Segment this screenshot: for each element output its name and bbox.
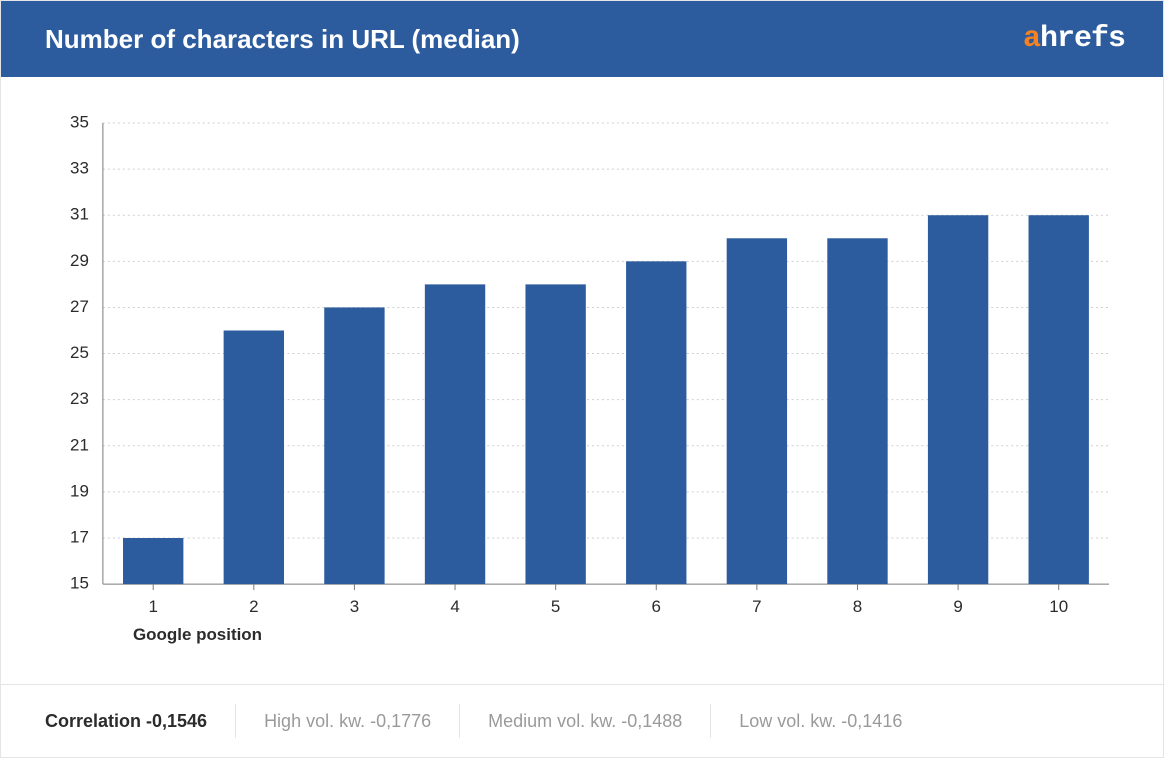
svg-text:7: 7 bbox=[752, 598, 761, 617]
bar bbox=[525, 285, 585, 585]
svg-text:9: 9 bbox=[953, 598, 962, 617]
svg-text:27: 27 bbox=[70, 297, 89, 316]
logo-a-letter: a bbox=[1023, 22, 1040, 56]
svg-text:29: 29 bbox=[70, 251, 89, 270]
ahrefs-logo: ahrefs bbox=[1023, 22, 1125, 56]
bar bbox=[727, 239, 787, 585]
footer-high-vol: High vol. kw. -0,1776 bbox=[236, 711, 459, 732]
bar bbox=[425, 285, 485, 585]
svg-text:21: 21 bbox=[70, 436, 89, 455]
footer-low-vol: Low vol. kw. -0,1416 bbox=[711, 711, 930, 732]
svg-text:4: 4 bbox=[450, 598, 459, 617]
svg-text:Google position: Google position bbox=[133, 625, 262, 644]
svg-text:6: 6 bbox=[652, 598, 661, 617]
bar bbox=[827, 239, 887, 585]
bar bbox=[224, 331, 284, 585]
svg-text:8: 8 bbox=[853, 598, 862, 617]
svg-text:31: 31 bbox=[70, 205, 89, 224]
chart-footer: Correlation -0,1546 High vol. kw. -0,177… bbox=[1, 684, 1163, 757]
bar bbox=[626, 262, 686, 585]
svg-text:10: 10 bbox=[1049, 598, 1068, 617]
bar bbox=[123, 538, 183, 584]
chart-title: Number of characters in URL (median) bbox=[45, 24, 520, 55]
svg-text:15: 15 bbox=[70, 574, 89, 593]
chart-header: Number of characters in URL (median) ahr… bbox=[1, 1, 1163, 77]
chart-body: 151719212325272931333512345678910Google … bbox=[1, 77, 1163, 684]
footer-correlation: Correlation -0,1546 bbox=[45, 711, 235, 732]
svg-text:23: 23 bbox=[70, 390, 89, 409]
svg-text:33: 33 bbox=[70, 159, 89, 178]
svg-text:17: 17 bbox=[70, 528, 89, 547]
bar bbox=[324, 308, 384, 585]
svg-text:25: 25 bbox=[70, 344, 89, 363]
logo-hrefs-text: hrefs bbox=[1040, 22, 1125, 56]
bar bbox=[928, 216, 988, 585]
svg-text:5: 5 bbox=[551, 598, 560, 617]
svg-text:1: 1 bbox=[148, 598, 157, 617]
bar-chart-svg: 151719212325272931333512345678910Google … bbox=[45, 115, 1119, 674]
svg-text:3: 3 bbox=[350, 598, 359, 617]
svg-text:2: 2 bbox=[249, 598, 258, 617]
bar bbox=[1029, 216, 1089, 585]
svg-text:35: 35 bbox=[70, 115, 89, 131]
chart-card: Number of characters in URL (median) ahr… bbox=[0, 0, 1164, 758]
svg-text:19: 19 bbox=[70, 482, 89, 501]
footer-medium-vol: Medium vol. kw. -0,1488 bbox=[460, 711, 710, 732]
